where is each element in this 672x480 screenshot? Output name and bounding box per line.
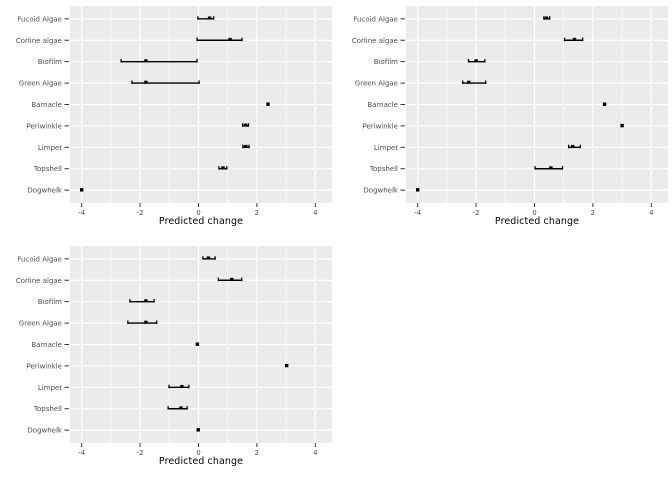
x-axis-ticks: [81, 203, 316, 207]
point-estimate: [549, 166, 553, 170]
error-bars: [120, 16, 250, 170]
y-category-label: Topshell: [33, 165, 62, 173]
y-axis-category-labels: Fucoid Algae Corline algae Biofilm Green Al…: [352, 15, 399, 194]
chart-bottom-left: -4 -2 0 2 4 Fucoid Algae Corline algae Biofilm G…: [0, 240, 336, 480]
y-category-label: Corline algae: [352, 37, 398, 45]
x-tick-label: -4: [78, 209, 86, 217]
point-estimate: [206, 256, 211, 260]
error-bars: [127, 256, 243, 410]
x-axis-tick-labels: -4 -2 0 2 4: [414, 209, 654, 217]
y-category-label: Dogwhelk: [363, 187, 399, 195]
point-estimate: [196, 428, 200, 432]
x-tick-label: 4: [313, 209, 318, 217]
y-category-label: Fucoid Algae: [353, 15, 398, 23]
x-tick-label: -2: [137, 449, 144, 457]
y-category-label: Barnacle: [367, 101, 398, 109]
y-category-label: Corline algae: [16, 277, 62, 285]
y-axis-category-labels: Fucoid Algae Corline algae Biofilm Green Al…: [16, 15, 63, 194]
y-category-label: Fucoid Algae: [17, 15, 62, 23]
x-tick-label: -4: [78, 449, 86, 457]
point-estimate: [416, 188, 420, 192]
y-category-label: Dogwhelk: [27, 187, 63, 195]
y-category-label: Dogwhelk: [27, 427, 63, 435]
x-tick-label: -2: [473, 209, 480, 217]
error-bars: [462, 16, 584, 170]
point-estimate: [620, 123, 624, 128]
y-axis-ticks: [64, 18, 69, 191]
y-category-label: Periwinkle: [26, 362, 62, 370]
x-axis-title: Predicted change: [158, 456, 244, 467]
y-category-label: Green Algae: [19, 320, 62, 328]
points: [144, 256, 289, 432]
x-axis-ticks: [81, 443, 316, 447]
point-estimate: [284, 363, 289, 368]
point-estimate: [144, 299, 148, 303]
plot-top-left: -4 -2 0 2 4 Fucoid Algae Corline algae Biofilm G…: [16, 6, 332, 217]
point-estimate: [207, 16, 212, 20]
x-axis-title: Predicted change: [158, 216, 244, 227]
y-category-label: Limpet: [38, 384, 62, 392]
point-estimate: [179, 406, 183, 410]
chart-top-right: -4 -2 0 2 4 Fucoid Algae Corline algae Biofilm G…: [336, 0, 672, 240]
y-category-label: Limpet: [374, 144, 398, 152]
gridlines: [70, 246, 332, 443]
y-category-label: Biofilm: [38, 298, 62, 306]
point-estimate: [571, 144, 575, 148]
point-estimate: [144, 59, 148, 63]
y-category-label: Fucoid Algae: [17, 255, 62, 263]
point-estimate: [180, 384, 184, 388]
point-estimate: [230, 277, 234, 281]
x-tick-label: -4: [414, 209, 422, 217]
point-estimate: [144, 80, 148, 84]
y-category-label: Green Algae: [355, 80, 398, 88]
y-category-label: Topshell: [33, 405, 62, 413]
x-tick-label: 0: [532, 209, 536, 217]
y-category-label: Barnacle: [31, 101, 62, 109]
point-estimate: [572, 37, 577, 41]
point-estimate: [195, 342, 200, 346]
point-estimate: [266, 102, 270, 106]
x-tick-label: 4: [313, 449, 318, 457]
points: [416, 16, 624, 192]
y-category-label: Biofilm: [374, 58, 398, 66]
y-category-label: Limpet: [38, 144, 62, 152]
point-estimate: [467, 80, 471, 84]
y-category-label: Periwinkle: [26, 122, 62, 130]
chart-top-left: -4 -2 0 2 4 Fucoid Algae Corline algae Biofilm G…: [0, 0, 336, 240]
y-category-label: Biofilm: [38, 58, 62, 66]
y-axis-category-labels: Fucoid Algae Corline algae Biofilm Green Al…: [16, 255, 63, 434]
y-category-label: Topshell: [369, 165, 398, 173]
x-tick-label: 2: [591, 209, 595, 217]
x-axis-title: Predicted change: [494, 216, 580, 227]
point-estimate: [80, 188, 84, 192]
point-estimate: [544, 16, 549, 20]
point-estimate: [474, 59, 478, 63]
x-tick-label: 0: [196, 449, 200, 457]
point-estimate: [144, 320, 148, 324]
x-axis-tick-labels: -4 -2 0 2 4: [78, 449, 318, 457]
y-category-label: Green Algae: [19, 80, 62, 88]
x-axis-ticks: [417, 203, 652, 207]
y-category-label: Corline algae: [16, 37, 62, 45]
point-estimate: [602, 102, 607, 106]
y-axis-ticks: [400, 18, 405, 191]
x-tick-label: 0: [196, 209, 200, 217]
plot-top-right: -4 -2 0 2 4 Fucoid Algae Corline algae Biofilm G…: [352, 6, 668, 217]
y-category-label: Periwinkle: [362, 122, 398, 130]
x-tick-label: 2: [255, 209, 259, 217]
x-tick-label: 2: [255, 449, 259, 457]
plot-bottom-left: -4 -2 0 2 4 Fucoid Algae Corline algae Biofilm G…: [16, 246, 332, 457]
point-estimate: [221, 166, 225, 170]
x-tick-label: -2: [137, 209, 144, 217]
points: [80, 16, 270, 192]
y-category-label: Barnacle: [31, 341, 62, 349]
point-estimate: [244, 144, 248, 148]
y-axis-ticks: [64, 258, 69, 431]
point-estimate: [243, 123, 248, 127]
point-estimate: [228, 37, 232, 41]
x-tick-label: 4: [649, 209, 654, 217]
x-axis-tick-labels: -4 -2 0 2 4: [78, 209, 318, 217]
gridlines: [406, 6, 668, 203]
